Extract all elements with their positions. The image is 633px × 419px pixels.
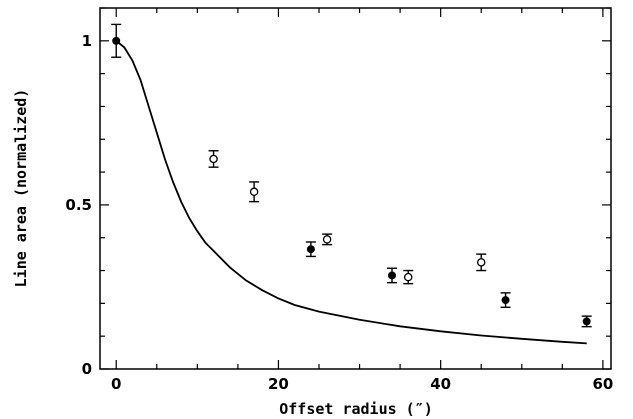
x-tick-label: 20 xyxy=(268,375,289,393)
y-tick-label: 0.5 xyxy=(65,196,92,214)
filled-data-point xyxy=(111,23,122,58)
filled-data-point xyxy=(581,315,592,328)
x-axis-label: Offset radius (″) xyxy=(279,400,433,418)
plot-frame xyxy=(99,7,612,370)
model-curve xyxy=(115,40,587,345)
point-marker xyxy=(249,187,259,197)
axis-ticks xyxy=(100,7,611,370)
point-marker xyxy=(582,317,591,326)
x-tick-label: 40 xyxy=(430,375,451,393)
filled-data-point xyxy=(387,267,397,284)
model-line xyxy=(115,40,587,345)
x-tick-label: 0 xyxy=(111,375,121,393)
point-marker xyxy=(501,296,510,305)
open-data-point xyxy=(403,269,414,285)
y-axis-label: Line area (normalized) xyxy=(12,89,30,288)
point-marker xyxy=(306,245,315,254)
point-marker xyxy=(209,154,218,164)
point-marker xyxy=(476,258,486,267)
point-marker xyxy=(112,36,121,45)
open-data-point xyxy=(249,181,260,203)
open-data-point xyxy=(476,253,487,272)
point-marker xyxy=(322,235,332,244)
open-data-point xyxy=(208,150,219,168)
point-marker xyxy=(403,272,413,282)
data-points xyxy=(111,23,592,328)
point-marker xyxy=(388,271,396,280)
x-tick-label: 60 xyxy=(592,375,613,393)
filled-data-point xyxy=(305,241,316,258)
y-tick-label: 1 xyxy=(82,32,92,50)
tick-labels: 0 20 40 60 0 0.5 1 xyxy=(65,32,613,393)
open-data-point xyxy=(322,233,333,246)
y-tick-label: 0 xyxy=(82,360,92,378)
filled-data-point xyxy=(500,292,511,309)
